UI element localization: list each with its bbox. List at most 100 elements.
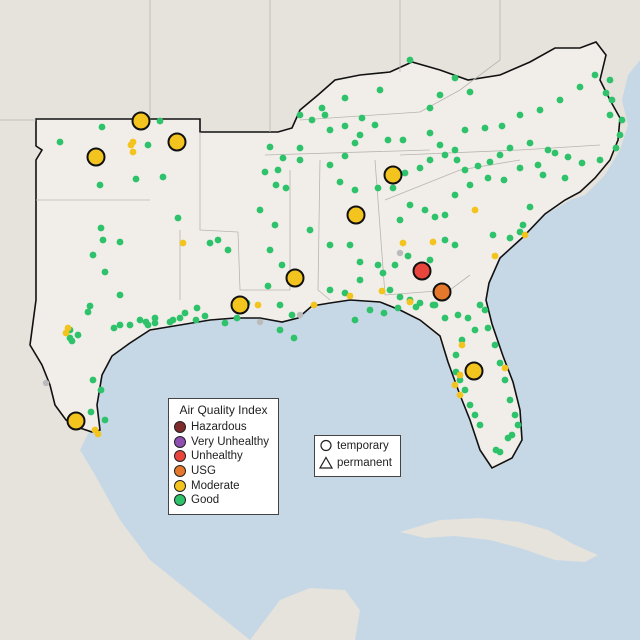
station-marker-good (431, 213, 439, 221)
station-marker-good (484, 324, 492, 332)
station-marker-good (256, 206, 264, 214)
station-marker-good (380, 309, 388, 317)
station-marker-good (441, 236, 449, 244)
station-marker-good (379, 269, 387, 277)
legend-item-usg: USG (169, 464, 278, 479)
aqi-legend: Air Quality Index Hazardous Very Unhealt… (168, 398, 279, 515)
station-marker-good (181, 309, 189, 317)
station-marker-moderate (346, 292, 354, 300)
station-marker-moderate (399, 239, 407, 247)
station-marker-good (451, 191, 459, 199)
station-marker-moderate (521, 231, 529, 239)
station-marker-good (436, 141, 444, 149)
good-swatch (174, 494, 186, 507)
station-marker-good (564, 153, 572, 161)
station-marker-good (506, 144, 514, 152)
station-marker-good (496, 359, 504, 367)
station-marker-good (498, 122, 506, 130)
station-marker-moderate (254, 301, 262, 309)
station-marker-good (544, 146, 552, 154)
station-marker-good (144, 321, 152, 329)
monitor-stations (42, 56, 626, 456)
station-marker-good (296, 144, 304, 152)
station-marker-good (596, 156, 604, 164)
temporary-monitor-marker (285, 268, 305, 288)
station-marker-moderate (129, 138, 137, 146)
station-marker-good (451, 241, 459, 249)
station-marker-no-data (396, 249, 404, 257)
station-marker-good (336, 178, 344, 186)
very-unhealthy-swatch (174, 435, 186, 448)
station-marker-moderate (471, 206, 479, 214)
station-marker-good (96, 181, 104, 189)
station-marker-good (404, 252, 412, 260)
station-marker-good (341, 289, 349, 297)
station-marker-good (406, 201, 414, 209)
station-marker-good (87, 408, 95, 416)
station-marker-good (288, 311, 296, 319)
legend-label: temporary (337, 439, 389, 452)
monitor-type-legend: temporary permanent (314, 435, 401, 477)
station-marker-good (366, 306, 374, 314)
station-marker-good (429, 301, 437, 309)
station-marker-good (511, 411, 519, 419)
station-marker-good (602, 89, 610, 97)
station-marker-good (321, 111, 329, 119)
station-marker-good (451, 74, 459, 82)
station-marker-good (456, 376, 464, 384)
station-marker-good (356, 258, 364, 266)
yucatan (250, 588, 360, 640)
station-marker-good (516, 228, 524, 236)
station-marker-good (89, 251, 97, 259)
station-marker-good (441, 211, 449, 219)
station-marker-good (326, 126, 334, 134)
station-marker-good (97, 224, 105, 232)
station-marker-good (591, 71, 599, 79)
station-marker-good (351, 139, 359, 147)
station-marker-good (452, 351, 460, 359)
station-marker-good (514, 421, 522, 429)
station-marker-good (412, 303, 420, 311)
station-marker-good (612, 144, 620, 152)
station-marker-good (374, 261, 382, 269)
station-marker-good (539, 171, 547, 179)
station-marker-good (274, 166, 282, 174)
station-marker-good (396, 216, 404, 224)
station-marker-good (97, 386, 105, 394)
station-marker-good (556, 96, 564, 104)
temporary-monitor-marker (131, 111, 151, 131)
station-marker-good (481, 124, 489, 132)
station-marker-good (193, 304, 201, 312)
temporary-monitor-marker (412, 261, 432, 281)
station-marker-good (166, 318, 174, 326)
station-marker-good (346, 241, 354, 249)
legend-title: Air Quality Index (179, 403, 268, 417)
station-marker-good (496, 151, 504, 159)
station-marker-good (89, 376, 97, 384)
station-marker-good (466, 88, 474, 96)
station-marker-good (214, 236, 222, 244)
station-marker-good (276, 326, 284, 334)
station-marker-good (394, 304, 402, 312)
station-marker-good (233, 314, 241, 322)
station-marker-good (561, 174, 569, 182)
station-marker-good (261, 168, 269, 176)
station-marker-moderate (456, 371, 464, 379)
station-marker-good (356, 131, 364, 139)
station-marker-good (474, 162, 482, 170)
station-marker-good (266, 143, 274, 151)
hazardous-swatch (174, 421, 186, 434)
station-marker-good (484, 174, 492, 182)
station-marker-good (426, 129, 434, 137)
station-marker-good (491, 341, 499, 349)
station-marker-good (341, 152, 349, 160)
station-marker-good (276, 301, 284, 309)
station-marker-good (151, 319, 159, 327)
station-marker-moderate (501, 364, 509, 372)
station-marker-good (326, 286, 334, 294)
station-marker-good (374, 184, 382, 192)
legend-item-unhealthy: Unhealthy (169, 449, 278, 464)
station-marker-good (74, 331, 82, 339)
station-marker-good (98, 123, 106, 131)
station-marker-good (416, 164, 424, 172)
